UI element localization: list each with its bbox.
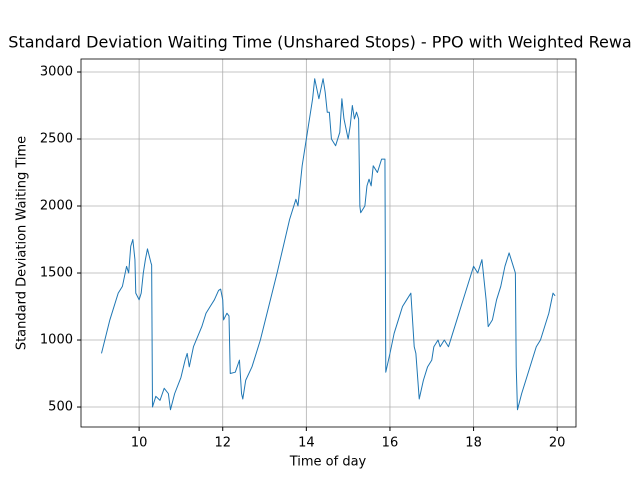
- y-tick-label: 1500: [40, 266, 73, 281]
- y-axis-label: Standard Deviation Waiting Time: [15, 136, 30, 350]
- y-tick-label: 2500: [40, 132, 73, 147]
- y-tick-label: 1000: [40, 333, 73, 348]
- chart-title: Standard Deviation Waiting Time (Unshare…: [8, 33, 631, 52]
- x-tick-label: 16: [382, 436, 399, 451]
- y-tick-label: 3000: [40, 64, 73, 79]
- plot-frame: [80, 58, 577, 428]
- x-tick-label: 20: [549, 436, 566, 451]
- x-axis-label: Time of day: [289, 455, 367, 470]
- x-tick-label: 10: [131, 436, 148, 451]
- y-tick-label: 2000: [40, 199, 73, 214]
- x-tick-label: 14: [298, 436, 315, 451]
- x-tick-label: 12: [214, 436, 231, 451]
- x-tick-label: 18: [465, 436, 482, 451]
- y-tick-label: 500: [48, 400, 73, 415]
- data-line: [101, 78, 556, 411]
